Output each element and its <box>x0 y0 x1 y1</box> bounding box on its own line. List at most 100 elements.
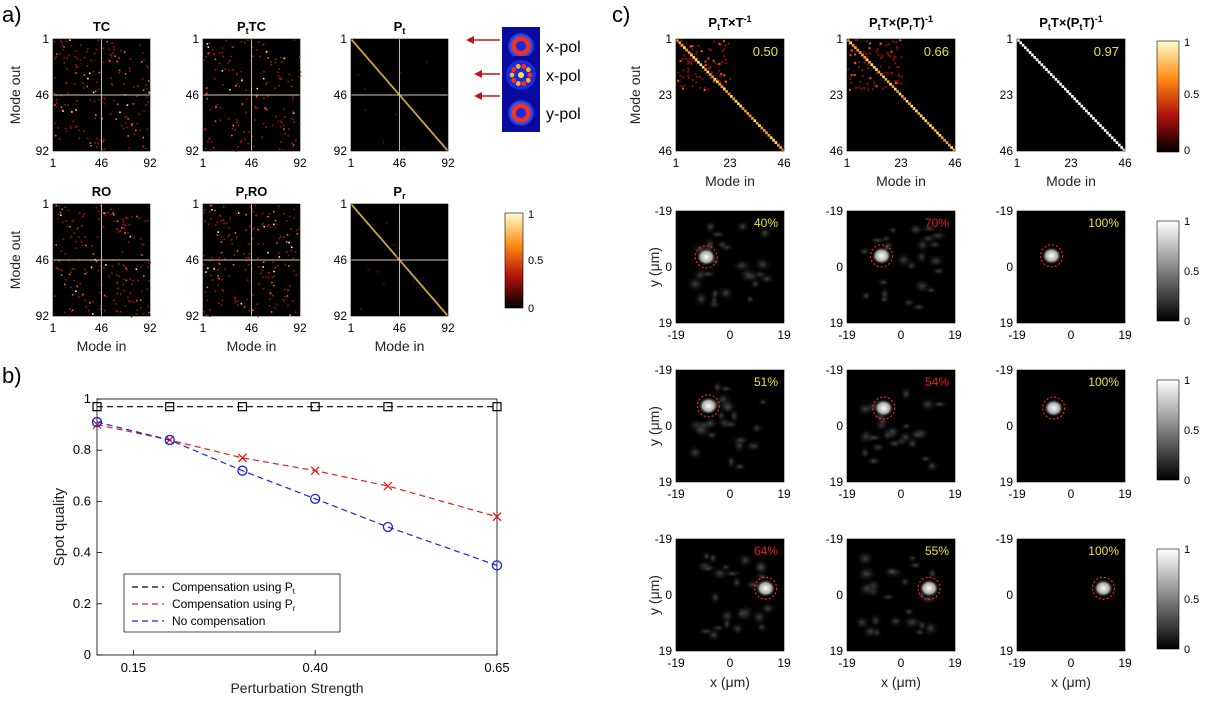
data-point <box>237 465 248 476</box>
matrix-pixel <box>137 279 139 282</box>
diagonal-cell <box>940 136 944 140</box>
matrix-pixel <box>284 115 286 118</box>
matrix-pixel <box>282 149 285 152</box>
matrix-pixel <box>64 206 67 208</box>
matrix-pixel <box>57 218 59 220</box>
diagonal-cell <box>1019 41 1022 45</box>
diagonal-cell <box>746 112 750 115</box>
matrix-pixel <box>277 75 280 77</box>
matrix-pixel <box>288 241 290 244</box>
matrix-pixel <box>118 72 120 74</box>
spot-ytick: 19 <box>830 316 844 330</box>
matrix-pixel <box>228 69 230 71</box>
matrix-pixel <box>277 85 280 87</box>
matrix-a-xtick: 92 <box>441 156 455 170</box>
matrix-pixel <box>76 99 78 102</box>
matrix-pixel <box>205 314 208 317</box>
matrix-pixel <box>265 108 268 111</box>
x-tick-label: 0.65 <box>484 660 509 675</box>
diagonal-cell <box>877 70 881 74</box>
matrix-pixel <box>115 310 118 312</box>
spot-xtick: 0 <box>727 487 734 501</box>
diagonal-cell <box>690 53 693 57</box>
spot-ytick: 19 <box>659 644 673 658</box>
data-point <box>237 402 248 412</box>
diagonal-cell <box>952 148 956 152</box>
matrix-pixel <box>278 256 281 258</box>
diagonal-cell <box>694 58 698 62</box>
matrix-pixel <box>232 123 234 126</box>
colorbar-gray-tick: 0.5 <box>1184 425 1199 437</box>
diagonal-cell <box>849 41 852 45</box>
matrix-pixel <box>54 122 56 125</box>
data-point <box>310 493 321 504</box>
matrix-pixel <box>102 149 104 152</box>
matrix-pixel <box>264 107 266 109</box>
spot-xtick: -19 <box>838 487 856 501</box>
diagonal-cell <box>1052 75 1055 79</box>
matrix-a-xtick: 92 <box>143 321 157 335</box>
matrix-pixel <box>263 70 265 73</box>
diagonal-cell <box>924 119 928 123</box>
matrix-pixel <box>105 264 107 266</box>
matrix-pixel <box>230 55 232 58</box>
matrix-pixel <box>74 50 77 52</box>
matrix-pixel <box>251 228 253 231</box>
matrix-pixel <box>98 269 100 272</box>
matrix-pixel <box>109 60 111 62</box>
diagonal-cell <box>758 124 761 127</box>
matrix-pixel <box>270 292 272 295</box>
spot-ytick: 19 <box>830 644 844 658</box>
matrix-pixel <box>116 220 119 222</box>
matrix-pixel <box>244 138 247 141</box>
matrix-pixel <box>228 227 230 230</box>
matrix-pixel <box>253 145 255 147</box>
matrix-pixel <box>234 296 236 299</box>
matrix-pixel <box>218 256 221 259</box>
matrix-pixel <box>104 98 106 100</box>
matrix-pixel <box>80 241 83 243</box>
matrix-pixel <box>57 127 59 129</box>
matrix-pixel <box>70 271 72 274</box>
matrix-pixel <box>213 147 216 150</box>
matrix-pixel <box>87 137 89 140</box>
matrix-pixel <box>71 309 74 312</box>
matrix-pixel <box>66 130 68 133</box>
matrix-pixel <box>245 229 248 231</box>
matrix-pixel <box>124 305 127 307</box>
matrix-pixel <box>106 40 108 43</box>
matrix-pixel <box>268 277 270 279</box>
spot-percentage: 55% <box>925 544 949 558</box>
matrix-pixel <box>90 59 93 62</box>
matrix-pixel <box>256 49 258 51</box>
matrix-pixel <box>89 301 91 304</box>
matrix-c-xtick: 46 <box>948 156 962 170</box>
diagonal-cell <box>938 133 942 137</box>
spot-ytick: 19 <box>1000 475 1014 489</box>
matrix-pixel <box>128 223 131 226</box>
spot-xtick: 19 <box>948 328 962 342</box>
diagonal-cell <box>1120 146 1123 149</box>
matrix-pixel <box>123 232 126 235</box>
matrix-a-ytick: 46 <box>334 253 348 267</box>
matrix-pixel <box>119 111 121 114</box>
matrix-pixel <box>144 220 146 222</box>
matrix-pixel <box>120 310 122 313</box>
matrix-pixel <box>88 72 91 75</box>
matrix-pixel <box>261 212 264 215</box>
diagonal-cell <box>879 73 883 76</box>
matrix-pixel <box>87 77 89 80</box>
diagonal-cell <box>1047 70 1051 74</box>
matrix-pixel <box>96 137 98 140</box>
matrix-pixel <box>292 118 295 121</box>
matrix-pixel <box>237 300 239 302</box>
colorbar-c-top <box>1156 40 1180 153</box>
matrix-pixel <box>55 204 58 207</box>
matrix-pixel <box>284 263 287 266</box>
matrix-pixel <box>203 209 206 211</box>
matrix-pixel <box>248 309 250 312</box>
matrix-pixel <box>89 142 92 144</box>
matrix-c-ytick: 23 <box>830 88 844 102</box>
matrix-pixel <box>76 228 79 230</box>
matrix-pixel <box>76 285 78 288</box>
